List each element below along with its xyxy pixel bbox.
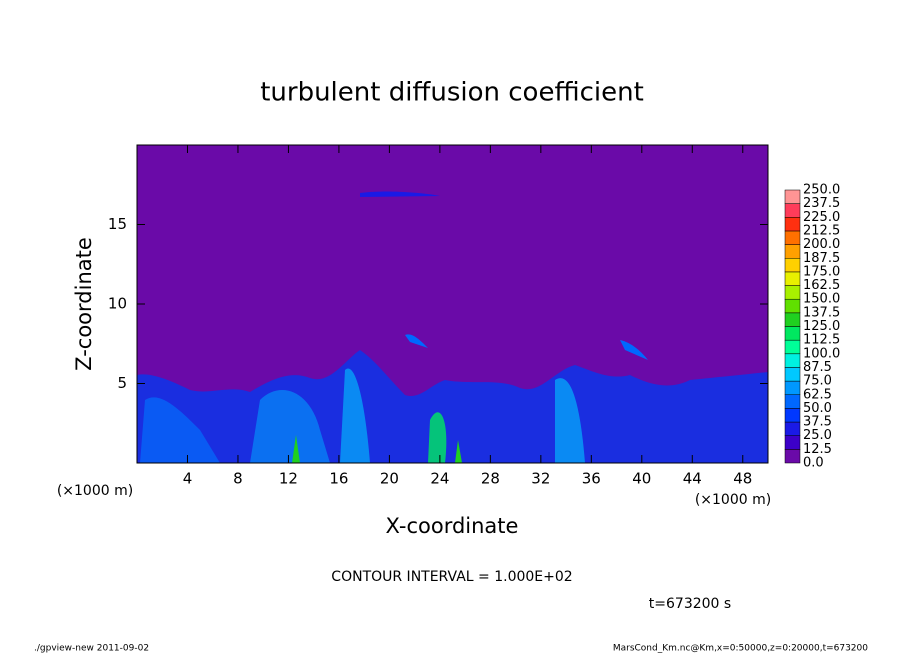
y-tick-label: 10 [108,295,127,313]
x-tick-label: 16 [329,470,348,488]
colorbar-cell [784,394,801,409]
y-axis-label: Z-coordinate [72,237,96,371]
x-tick-label: 20 [380,470,399,488]
colorbar-cell [784,380,801,396]
colorbar-cell [784,244,801,259]
colorbar-label: 237.5 [803,196,840,211]
colorbar-cell [784,271,801,286]
x-unit-label: (×1000 m) [695,492,771,508]
colorbar-label: 225.0 [803,210,840,225]
colorbar-cell [784,367,801,382]
y-tick-label: 15 [108,215,127,233]
x-tick-label: 4 [183,470,193,488]
colorbar-cell [784,285,801,300]
colorbar-label: 25.0 [803,428,832,443]
x-unit-label: (×1000 m) [57,483,133,499]
field-features [137,191,768,463]
colorbar-label: 125.0 [803,319,840,334]
colorbar-cell [784,258,801,273]
colorbar-label: 50.0 [803,401,832,416]
colorbar-label: 137.5 [803,305,840,320]
colorbar-label: 162.5 [803,278,840,293]
x-tick-label: 36 [582,470,601,488]
colorbar-cell [784,326,801,341]
colorbar-label: 250.0 [803,183,840,198]
colorbar-cell [784,203,801,218]
colorbar-cell [784,353,801,368]
chart-title: turbulent diffusion coefficient [260,78,644,108]
colorbar-label: 200.0 [803,237,840,252]
x-tick-label: 44 [683,470,702,488]
x-tick-label: 24 [430,470,449,488]
colorbar-cell [784,189,801,204]
x-tick-label: 48 [733,470,752,488]
colorbar-label: 62.5 [803,387,832,402]
colorbar-cell [784,408,801,423]
colorbar-label: 75.0 [803,374,832,389]
contour-interval: CONTOUR INTERVAL = 1.000E+02 [331,569,572,585]
x-axis-label: X-coordinate [386,514,519,538]
colorbar-cell [784,339,801,355]
x-tick-label: 8 [233,470,243,488]
x-tick-label: 28 [481,470,500,488]
colorbar-cell [784,217,801,232]
colorbar-cell [784,298,801,314]
time-label: t=673200 s [649,596,731,612]
colorbar-label: 187.5 [803,251,840,266]
colorbar-label: 112.5 [803,333,840,348]
colorbar-cell [784,435,801,450]
colorbar-cell [784,421,801,436]
x-tick-label: 32 [531,470,550,488]
colorbar-label: 37.5 [803,415,832,430]
footer-right: MarsCond_Km.nc@Km,x=0:50000,z=0:20000,t=… [613,644,868,654]
colorbar-label: 175.0 [803,264,840,279]
x-tick-label: 12 [279,470,298,488]
colorbar-label: 100.0 [803,346,840,361]
colorbar-cell [784,449,801,464]
colorbar-label: 12.5 [803,442,832,457]
colorbar-label: 212.5 [803,223,840,238]
colorbar-cell [784,312,801,327]
colorbar-label: 87.5 [803,360,832,375]
y-tick-label: 5 [117,374,127,392]
colorbar-label: 150.0 [803,292,840,307]
colorbar-cell [784,230,801,245]
x-tick-label: 40 [632,470,651,488]
colorbar-label: 0.0 [803,456,824,471]
footer-left: ./gpview-new 2011-09-02 [34,644,149,654]
